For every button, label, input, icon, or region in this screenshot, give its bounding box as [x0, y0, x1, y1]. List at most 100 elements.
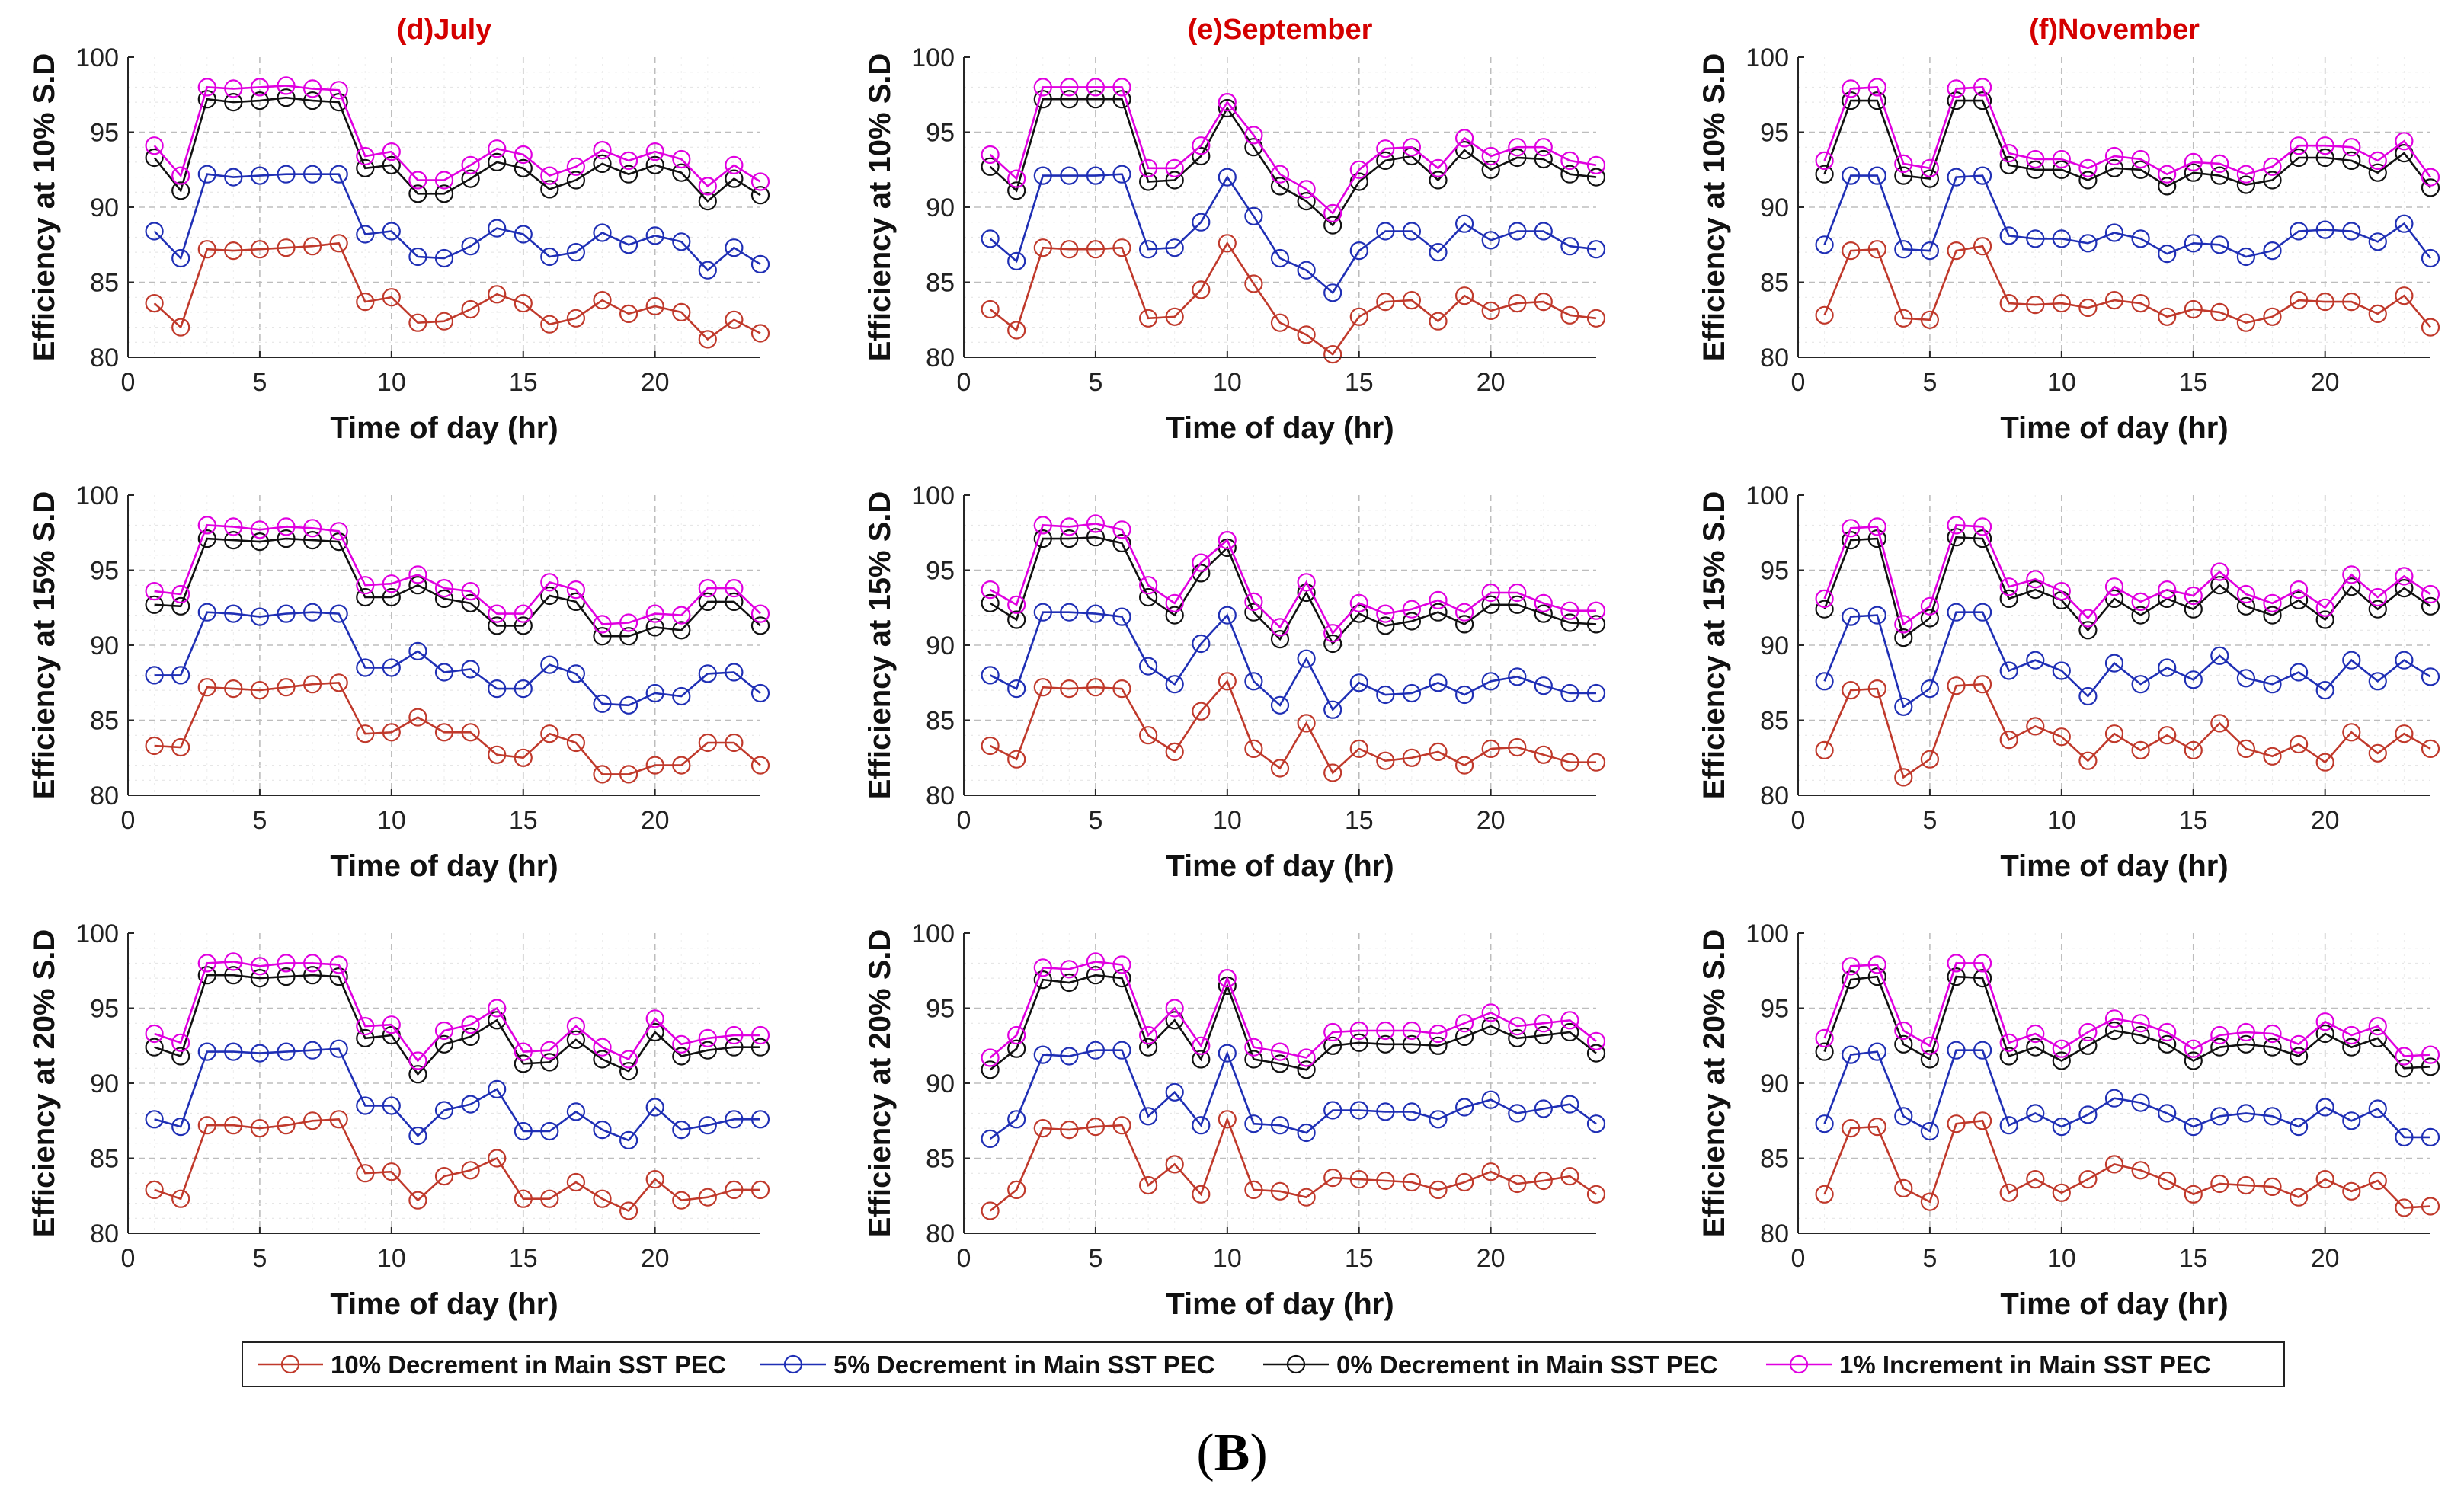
data-point — [1192, 702, 1211, 721]
data-point — [434, 1101, 454, 1120]
data-point — [1165, 1082, 1184, 1102]
data-point — [1508, 294, 1527, 313]
data-point — [2395, 578, 2414, 598]
data-point — [1454, 685, 1474, 705]
data-point — [1508, 1016, 1527, 1036]
legend-label: 10% Decrement in Main SST PEC — [331, 1351, 726, 1379]
data-point — [1376, 293, 1395, 312]
x-tick-label: 10 — [1213, 1244, 1242, 1273]
data-point — [145, 1024, 164, 1044]
data-point — [408, 184, 427, 203]
data-point — [2263, 593, 2282, 612]
data-point — [2210, 154, 2229, 173]
data-point — [2395, 132, 2414, 151]
data-point — [566, 1102, 586, 1121]
data-point — [725, 1038, 744, 1057]
data-point — [514, 1054, 533, 1073]
data-point — [1244, 739, 1263, 759]
data-point — [197, 966, 216, 985]
data-point — [1973, 529, 1992, 548]
data-point — [2342, 565, 2361, 584]
y-tick-label: 80 — [90, 782, 119, 811]
data-point — [1815, 1028, 1834, 1048]
data-point — [1270, 313, 1290, 332]
y-tick-label: 85 — [90, 1145, 119, 1174]
data-point — [1376, 1034, 1395, 1054]
data-point — [2290, 1047, 2309, 1066]
data-point — [1244, 603, 1263, 622]
data-point — [2184, 1039, 2203, 1058]
data-point — [2368, 587, 2387, 607]
data-point — [645, 142, 664, 161]
series-line — [1823, 1049, 2430, 1139]
data-point — [1429, 1110, 1448, 1129]
data-point — [593, 291, 612, 310]
data-point — [2158, 307, 2177, 326]
data-point — [540, 1189, 559, 1208]
data-point — [750, 616, 770, 635]
data-point — [1060, 960, 1079, 979]
data-point — [2368, 743, 2387, 763]
data-point — [1349, 1169, 1368, 1189]
data-point — [1947, 79, 1966, 98]
data-point — [2368, 232, 2387, 251]
series-line — [989, 523, 1596, 635]
data-point — [1508, 1104, 1527, 1123]
data-point — [1920, 169, 1939, 188]
data-point — [356, 1028, 375, 1048]
data-point — [540, 724, 559, 743]
data-point — [2315, 220, 2334, 239]
series-line — [989, 173, 1597, 295]
y-tick-label: 95 — [926, 995, 955, 1024]
y-tick-label: 80 — [926, 782, 955, 811]
data-point — [197, 603, 216, 622]
data-point — [725, 1110, 744, 1129]
data-point — [2236, 1175, 2255, 1195]
data-point — [1842, 91, 1861, 110]
data-point — [1560, 1022, 1579, 1042]
data-point — [1586, 168, 1606, 187]
y-tick-label: 95 — [90, 119, 119, 148]
data-point — [2342, 723, 2361, 742]
data-point — [488, 219, 507, 238]
data-point — [1112, 520, 1131, 539]
data-point — [566, 157, 586, 176]
data-point — [1454, 129, 1474, 148]
data-point — [1297, 649, 1316, 668]
data-point — [1429, 1036, 1448, 1055]
data-point — [1894, 1107, 1913, 1126]
data-point — [382, 1096, 401, 1115]
data-point — [1481, 160, 1500, 179]
data-point — [1007, 1025, 1026, 1045]
data-point — [1894, 166, 1913, 185]
data-point — [1481, 231, 1500, 250]
x-tick-label: 15 — [509, 368, 538, 397]
data-point — [2131, 149, 2150, 169]
data-point — [277, 678, 296, 697]
data-point — [1060, 166, 1079, 185]
data-point — [1508, 148, 1527, 168]
data-point — [434, 248, 454, 268]
data-point — [1560, 165, 1579, 184]
data-point — [2104, 577, 2124, 596]
data-point — [2158, 726, 2177, 745]
y-tick-label: 80 — [926, 1220, 955, 1249]
data-point — [1244, 1050, 1263, 1069]
data-point — [1894, 615, 1913, 634]
y-tick-label: 80 — [90, 1220, 119, 1249]
data-point — [197, 90, 216, 109]
data-point — [981, 1201, 1000, 1220]
data-point — [1112, 968, 1131, 988]
data-point — [277, 604, 296, 623]
series-line — [1823, 1119, 2431, 1209]
data-point — [1297, 1048, 1316, 1067]
data-point — [1454, 756, 1474, 775]
data-point — [1815, 600, 1834, 619]
data-point — [566, 1030, 586, 1050]
series-line — [154, 1047, 760, 1142]
data-point — [145, 595, 164, 614]
series-line — [989, 1049, 1597, 1140]
data-point — [2052, 294, 2071, 313]
chart-panel-3: 0 5 10 15 20 80 85 90 95 100 Time of day (hr) Effic… — [1698, 14, 2440, 445]
data-point — [1973, 517, 1992, 536]
